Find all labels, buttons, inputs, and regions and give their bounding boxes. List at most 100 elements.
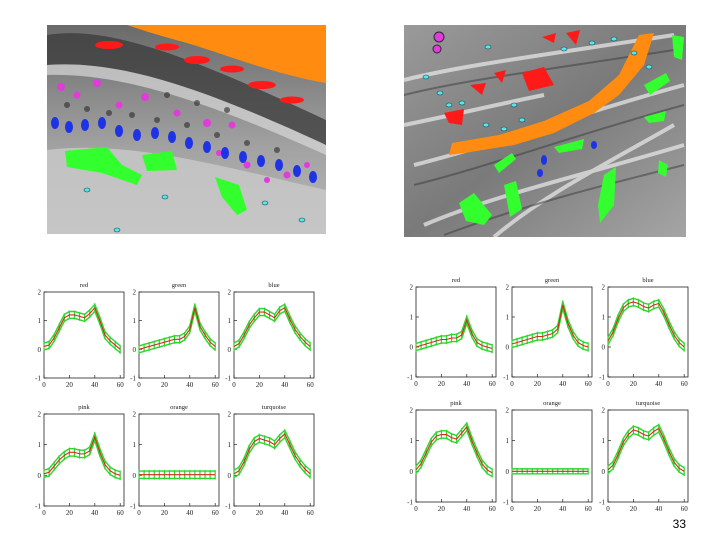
band-upper xyxy=(415,314,493,346)
y-tick-label: 2 xyxy=(38,411,42,419)
x-tick-label: 40 xyxy=(281,509,289,517)
x-tick-label: 0 xyxy=(606,380,610,388)
y-tick-label: 0 xyxy=(602,468,606,476)
x-tick-label: 60 xyxy=(117,509,125,517)
y-tick-label: 2 xyxy=(410,407,414,415)
x-tick-label: 40 xyxy=(559,505,567,513)
y-tick-label: -1 xyxy=(130,503,136,511)
y-tick-label: 0 xyxy=(38,346,42,354)
x-tick-label: 40 xyxy=(186,381,194,389)
y-tick-label: 0 xyxy=(133,346,137,354)
y-tick-label: -1 xyxy=(407,374,413,382)
y-tick-label: 0 xyxy=(38,472,42,480)
x-tick-label: 20 xyxy=(534,380,542,388)
chart-title: turquoise xyxy=(262,404,286,411)
x-tick-label: 60 xyxy=(585,380,593,388)
band-upper xyxy=(415,421,493,470)
band-lower xyxy=(415,321,493,353)
band-upper xyxy=(511,301,589,345)
x-tick-label: 60 xyxy=(681,380,689,388)
x-tick-label: 20 xyxy=(256,509,264,517)
chart-title: orange xyxy=(170,404,188,411)
right-micrograph xyxy=(404,25,686,237)
y-tick-label: 2 xyxy=(602,407,606,415)
band-lower xyxy=(43,438,121,480)
y-tick-label: 1 xyxy=(133,317,137,325)
x-tick-label: 60 xyxy=(117,381,125,389)
x-tick-label: 60 xyxy=(681,505,689,513)
chart-right-orange: orange -1 0 1 2 0 20 40 60 xyxy=(496,394,596,516)
y-tick-label: -1 xyxy=(503,499,509,507)
chart-title: blue xyxy=(642,277,653,284)
y-tick-label: 2 xyxy=(38,289,42,297)
y-tick-label: -1 xyxy=(35,503,41,511)
y-tick-label: 1 xyxy=(602,314,606,322)
chart-title: turquoise xyxy=(636,400,660,407)
x-tick-label: 0 xyxy=(232,509,236,517)
band-lower xyxy=(607,304,685,352)
y-tick-label: 2 xyxy=(506,284,510,292)
band-upper xyxy=(43,431,121,473)
plot-frame xyxy=(43,413,125,507)
plot-frame xyxy=(138,291,220,379)
chart-title: green xyxy=(545,277,560,284)
red-labels xyxy=(95,41,304,104)
chart-left-pink: pink -1 0 1 2 0 20 40 60 xyxy=(28,398,128,520)
x-tick-label: 0 xyxy=(606,505,610,513)
plot-frame xyxy=(511,409,593,503)
mean-curve xyxy=(415,425,493,474)
chart-left-red: red -1 0 1 2 0 20 40 60 xyxy=(28,276,128,392)
mean-curve xyxy=(138,307,216,350)
x-tick-label: 40 xyxy=(281,381,289,389)
plot-frame xyxy=(607,286,689,378)
y-tick-label: 2 xyxy=(602,284,606,292)
y-tick-label: 1 xyxy=(506,314,510,322)
chart-left-green: green -1 0 1 2 0 20 40 60 xyxy=(123,276,223,392)
x-tick-label: 60 xyxy=(489,505,497,513)
y-tick-label: 1 xyxy=(410,437,414,445)
y-tick-label: -1 xyxy=(35,375,41,383)
y-tick-label: 2 xyxy=(133,289,137,297)
chart-title: orange xyxy=(543,400,561,407)
orange-region xyxy=(449,33,654,155)
x-tick-label: 20 xyxy=(161,509,169,517)
x-tick-label: 20 xyxy=(630,505,638,513)
x-tick-label: 40 xyxy=(91,509,99,517)
chart-right-turquoise: turquoise -1 0 1 2 0 20 40 60 xyxy=(592,394,692,516)
x-tick-label: 20 xyxy=(66,509,74,517)
y-tick-label: 2 xyxy=(506,407,510,415)
x-tick-label: 0 xyxy=(137,509,141,517)
band-upper xyxy=(43,303,121,347)
x-tick-label: 0 xyxy=(414,505,418,513)
chart-title: red xyxy=(80,282,89,289)
y-tick-label: 0 xyxy=(506,468,510,476)
y-tick-label: 1 xyxy=(506,437,510,445)
y-tick-label: 1 xyxy=(38,441,42,449)
x-tick-label: 60 xyxy=(307,509,315,517)
turquoise-labels xyxy=(83,187,306,233)
plot-frame xyxy=(138,413,220,507)
band-lower xyxy=(607,431,685,476)
chart-right-pink: pink -1 0 1 2 0 20 40 60 xyxy=(400,394,500,516)
mean-curve xyxy=(607,427,685,472)
y-tick-label: 2 xyxy=(228,289,232,297)
y-tick-label: -1 xyxy=(407,499,413,507)
y-tick-label: 1 xyxy=(410,314,414,322)
red-labels xyxy=(444,30,580,125)
x-tick-label: 20 xyxy=(66,381,74,389)
x-tick-label: 0 xyxy=(510,505,514,513)
x-tick-label: 60 xyxy=(212,509,220,517)
band-lower xyxy=(43,309,121,354)
chart-title: pink xyxy=(450,400,462,407)
mean-curve xyxy=(511,304,589,348)
chart-title: green xyxy=(172,282,187,289)
x-tick-label: 60 xyxy=(585,505,593,513)
mean-curve xyxy=(43,435,121,476)
y-tick-label: 0 xyxy=(228,346,232,354)
x-tick-label: 0 xyxy=(414,380,418,388)
y-tick-label: 1 xyxy=(228,317,232,325)
band-upper xyxy=(607,423,685,469)
plot-frame xyxy=(43,291,125,379)
band-upper xyxy=(233,303,311,344)
x-tick-label: 20 xyxy=(161,381,169,389)
